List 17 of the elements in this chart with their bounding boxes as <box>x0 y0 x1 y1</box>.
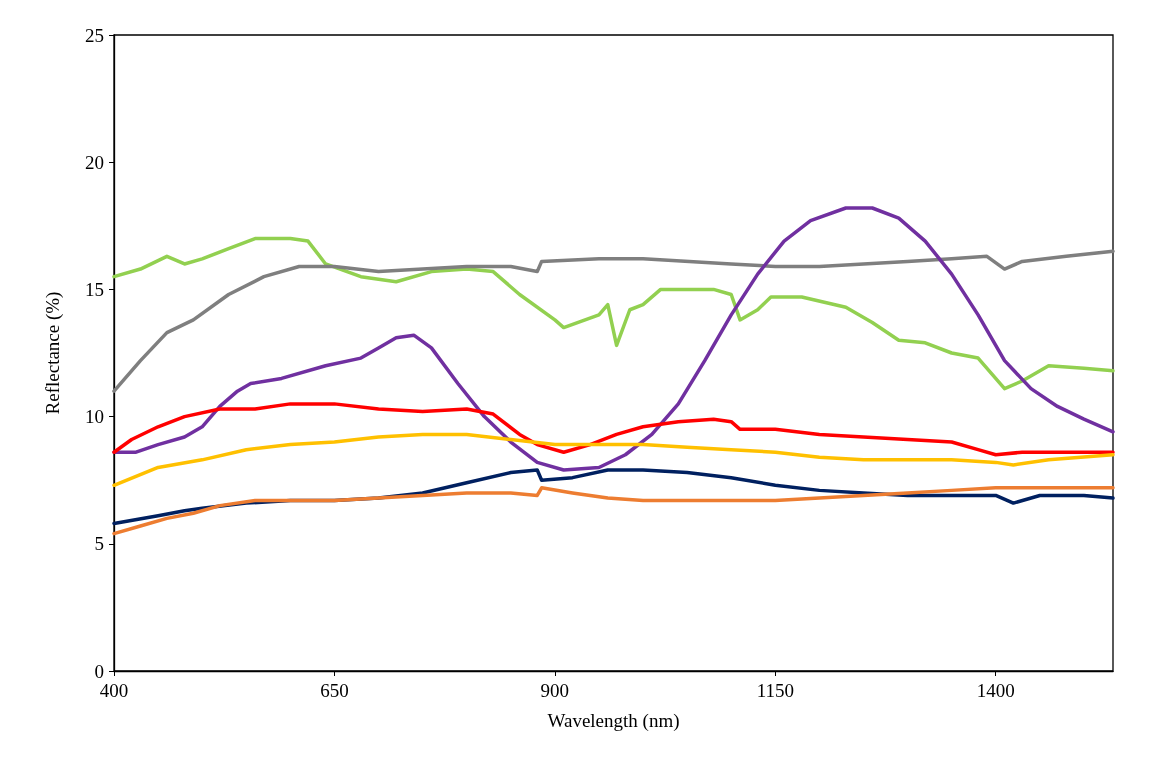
x-tick-label: 1400 <box>976 680 1015 701</box>
y-tick-label: 0 <box>94 660 104 682</box>
line-series <box>112 206 1115 472</box>
x-axis-title: Wavelength (nm) <box>547 710 680 732</box>
x-tick-label: 400 <box>99 680 129 701</box>
x-tick-label: 1150 <box>756 680 794 701</box>
y-tick-label: 10 <box>85 406 104 428</box>
y-tick-label: 20 <box>85 151 104 173</box>
y-axis-title: Reflectance (%) <box>42 291 64 415</box>
y-tick-label: 25 <box>85 24 104 46</box>
line-series <box>112 486 1115 536</box>
x-tick-label: 900 <box>540 680 570 701</box>
line-series <box>112 402 1115 457</box>
line-series <box>112 432 1115 488</box>
x-tick-label: 650 <box>320 680 349 701</box>
y-tick-label: 5 <box>94 533 104 555</box>
y-tick-label: 15 <box>85 278 104 300</box>
